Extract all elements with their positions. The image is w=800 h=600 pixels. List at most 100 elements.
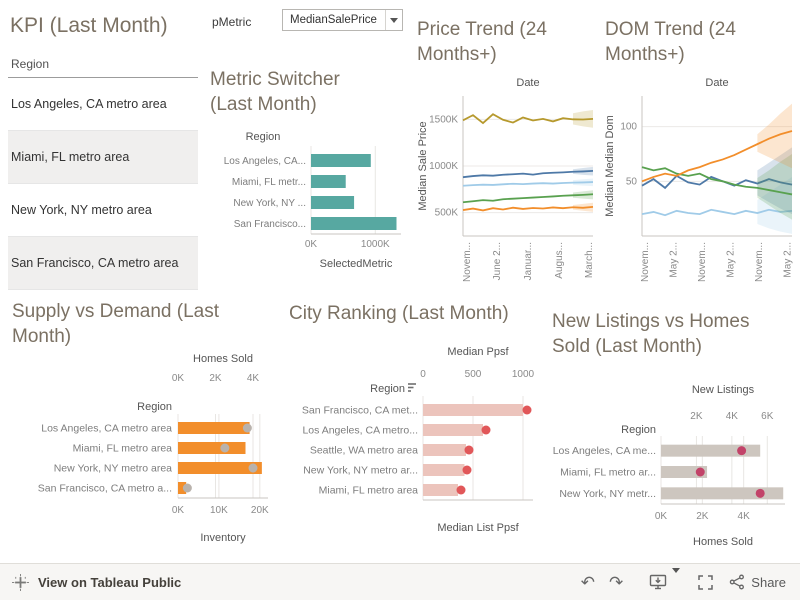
svg-text:May 2...: May 2...: [726, 242, 737, 278]
fullscreen-icon[interactable]: [698, 574, 714, 590]
svg-text:Median Median Dom: Median Median Dom: [604, 115, 616, 217]
svg-text:SelectedMetric: SelectedMetric: [320, 258, 393, 270]
svg-text:20K: 20K: [251, 505, 269, 516]
download-icon[interactable]: [649, 574, 669, 590]
kpi-row-miami[interactable]: Miami, FL metro area: [8, 131, 198, 185]
kpi-title: KPI (Last Month): [10, 14, 168, 37]
svg-text:Miami, FL metro area: Miami, FL metro area: [319, 485, 419, 497]
download-caret-icon[interactable]: [672, 568, 681, 591]
redo-icon[interactable]: ↷: [609, 572, 624, 592]
dom-trend-chart[interactable]: 50 100 Date Median Median Dom Novem... May 2.…: [602, 76, 799, 294]
kpi-column-header: Region: [8, 53, 198, 79]
tableau-toolbar: View on Tableau Public ↶ ↷ Share: [0, 563, 800, 600]
svg-text:Region: Region: [621, 424, 656, 436]
svg-text:San Francisco, CA met...: San Francisco, CA met...: [302, 405, 418, 417]
pmetric-label: pMetric: [212, 15, 252, 29]
svg-text:Region: Region: [246, 131, 281, 143]
kpi-row-san-francisco[interactable]: San Francisco, CA metro area: [8, 237, 198, 291]
kpi-row-label: San Francisco, CA metro area: [11, 256, 179, 271]
svg-text:4K: 4K: [247, 373, 260, 384]
view-on-tableau-public-link[interactable]: View on Tableau Public: [38, 574, 182, 590]
svg-text:Miami, FL metro ar...: Miami, FL metro ar...: [560, 467, 656, 479]
share-button[interactable]: Share: [729, 574, 786, 590]
svg-text:1000: 1000: [512, 369, 535, 380]
dom-trend-title: DOM Trend (24 Months+): [605, 19, 736, 65]
svg-text:2K: 2K: [690, 411, 703, 422]
svg-text:Inventory: Inventory: [200, 532, 246, 544]
svg-text:Date: Date: [705, 77, 728, 89]
supply-demand-title: Supply vs Demand (Last Month): [12, 301, 219, 347]
undo-icon[interactable]: ↶: [580, 572, 596, 592]
svg-text:Miami, FL metr...: Miami, FL metr...: [232, 177, 306, 188]
svg-text:Date: Date: [516, 77, 539, 89]
svg-text:500K: 500K: [435, 208, 459, 219]
new-listings-chart[interactable]: 2K 4K 6K 0K 2K 4K New Listings Homes Sold Region…: [548, 378, 798, 558]
svg-text:0: 0: [420, 369, 426, 380]
svg-text:4K: 4K: [738, 511, 751, 522]
svg-text:1000K: 1000K: [429, 161, 458, 172]
svg-text:Novem...: Novem...: [754, 242, 765, 282]
svg-text:500: 500: [465, 369, 482, 380]
metric-switcher-title: Metric Switcher (Last Month): [210, 69, 340, 115]
svg-text:Seattle, WA metro area: Seattle, WA metro area: [310, 445, 418, 457]
svg-text:May 2...: May 2...: [669, 242, 680, 278]
svg-text:0K: 0K: [655, 511, 668, 522]
svg-text:May 2...: May 2...: [783, 242, 794, 278]
svg-text:Homes Sold: Homes Sold: [693, 536, 753, 548]
kpi-row-new-york[interactable]: New York, NY metro area: [8, 184, 198, 238]
svg-text:March...: March...: [584, 242, 595, 278]
svg-text:10K: 10K: [210, 505, 228, 516]
svg-text:100: 100: [620, 122, 637, 133]
svg-text:Novem...: Novem...: [640, 242, 651, 282]
svg-text:San Francisco...: San Francisco...: [234, 219, 306, 230]
share-icon: [729, 574, 745, 590]
kpi-panel: KPI (Last Month) Region Los Angeles, CA …: [8, 10, 198, 291]
svg-text:New York, NY metr...: New York, NY metr...: [559, 488, 656, 500]
svg-text:2K: 2K: [696, 511, 709, 522]
svg-text:Los Angeles, CA metro area: Los Angeles, CA metro area: [41, 423, 172, 435]
svg-text:Region: Region: [137, 401, 172, 413]
kpi-row-label: Los Angeles, CA metro area: [11, 97, 167, 112]
pmetric-selected-value: MedianSalePrice: [290, 14, 377, 26]
dropdown-caret-icon[interactable]: [385, 10, 402, 30]
svg-text:Novem...: Novem...: [462, 242, 473, 282]
svg-text:New York, NY ...: New York, NY ...: [233, 198, 306, 209]
svg-text:0K: 0K: [172, 373, 185, 384]
supply-demand-chart[interactable]: 0K 2K 4K 0K 10K 20K Homes Sold Inventory Region L…: [8, 348, 274, 560]
svg-text:Novem...: Novem...: [697, 242, 708, 282]
new-listings-title: New Listings vs Homes Sold (Last Month): [552, 311, 750, 357]
svg-text:June 2...: June 2...: [492, 242, 503, 280]
svg-text:New Listings: New Listings: [692, 384, 755, 396]
svg-text:0K: 0K: [305, 239, 318, 250]
svg-text:Augus...: Augus...: [554, 242, 565, 279]
svg-text:Median Sale Price: Median Sale Price: [417, 121, 429, 210]
metric-switcher-chart[interactable]: 0K 1000K SelectedMetric Region Los Angeles, …: [205, 128, 410, 280]
svg-text:Median Ppsf: Median Ppsf: [447, 346, 509, 358]
pmetric-dropdown[interactable]: MedianSalePrice: [282, 9, 403, 31]
svg-text:Region: Region: [370, 383, 405, 395]
svg-text:1000K: 1000K: [361, 239, 390, 250]
svg-text:0K: 0K: [172, 505, 185, 516]
price-trend-title: Price Trend (24 Months+): [417, 19, 547, 65]
svg-text:4K: 4K: [726, 411, 739, 422]
svg-text:New York, NY metro ar...: New York, NY metro ar...: [303, 465, 418, 477]
svg-text:Miami, FL metro area: Miami, FL metro area: [73, 443, 173, 455]
kpi-row-los-angeles[interactable]: Los Angeles, CA metro area: [8, 78, 198, 132]
svg-text:New York, NY metro area: New York, NY metro area: [54, 463, 172, 475]
svg-text:1500K: 1500K: [429, 114, 458, 125]
kpi-row-label: Miami, FL metro area: [11, 150, 130, 165]
svg-text:Los Angeles, CA metro...: Los Angeles, CA metro...: [302, 425, 418, 437]
kpi-row-label: New York, NY metro area: [11, 203, 152, 218]
svg-text:6K: 6K: [761, 411, 774, 422]
tableau-logo-icon[interactable]: [12, 573, 29, 591]
share-label: Share: [751, 574, 786, 590]
svg-text:Median List Ppsf: Median List Ppsf: [437, 522, 519, 534]
svg-text:Los Angeles, CA me...: Los Angeles, CA me...: [553, 445, 656, 457]
city-ranking-title: City Ranking (Last Month): [289, 303, 509, 324]
svg-text:Los Angeles, CA...: Los Angeles, CA...: [224, 156, 306, 167]
price-trend-chart[interactable]: 500K 1000K 1500K Date Median Sale Price Novem…: [415, 76, 600, 294]
svg-text:2K: 2K: [209, 373, 222, 384]
svg-text:Januar...: Januar...: [523, 242, 534, 280]
